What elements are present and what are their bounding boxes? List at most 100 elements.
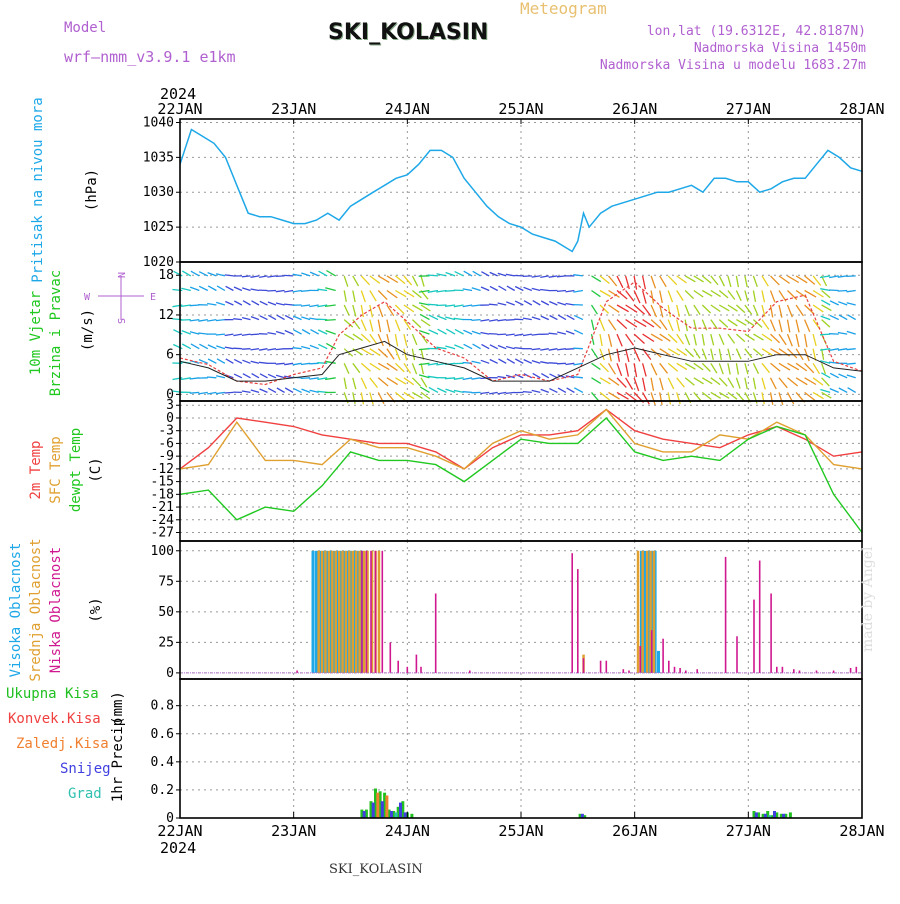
- cloud-bar-2: [375, 551, 377, 673]
- wind-barb: [557, 332, 566, 334]
- y-tick-label: 0.2: [151, 783, 174, 798]
- wind-barb: [251, 334, 260, 335]
- wind-barb: [609, 320, 616, 331]
- wind-barb: [566, 363, 575, 364]
- wind-barb: [268, 315, 276, 319]
- precip-bar-1: [390, 811, 393, 818]
- wind-barb: [361, 320, 366, 331]
- wind-barb: [796, 334, 799, 347]
- cloud-bar-2: [696, 669, 698, 673]
- wind-barb: [626, 378, 633, 390]
- wind-barb: [694, 334, 697, 345]
- wind-barb: [499, 359, 507, 363]
- wind-barb: [523, 276, 532, 277]
- precip-ylabel: 1hr Precip: [110, 718, 126, 802]
- wind-barb: [719, 305, 729, 311]
- wind-barb: [694, 378, 704, 384]
- wind-barb: [574, 388, 583, 393]
- wind-barb: [507, 359, 515, 364]
- wind-barb: [779, 320, 782, 333]
- wind-barb: [420, 314, 429, 319]
- wind-barb: [592, 392, 599, 400]
- wind-barb: [514, 348, 523, 349]
- wind-barb: [243, 301, 251, 305]
- cloud-bar-2: [420, 667, 422, 673]
- wind-barb: [540, 349, 549, 350]
- wind-barb: [567, 315, 575, 319]
- cloud-bar-1: [355, 551, 358, 673]
- temp-ylabel-sfc: SFC Temp: [48, 436, 64, 503]
- wind-barb: [284, 275, 293, 276]
- wind-barb: [216, 320, 225, 321]
- cloud-bar-2: [736, 636, 738, 673]
- wind-barb: [317, 289, 327, 290]
- wind-barb: [198, 392, 207, 394]
- cloud-bar-1: [338, 551, 341, 673]
- wind-barb: [626, 291, 634, 302]
- wind-barb: [788, 349, 797, 358]
- wind-barb: [728, 349, 731, 360]
- wind-barb: [378, 392, 384, 403]
- wind-barb: [412, 392, 422, 398]
- wind-barb: [344, 305, 349, 315]
- wind-barb: [523, 318, 532, 320]
- wind-barb: [490, 360, 498, 364]
- temp-ylabel-dewpt: dewpt Temp: [68, 428, 84, 512]
- wind-barb: [573, 348, 583, 349]
- wind-barb: [429, 387, 438, 392]
- wind-barb: [736, 305, 745, 313]
- wind-barb: [592, 349, 598, 358]
- wind-barb: [489, 392, 498, 394]
- wind-barb: [285, 331, 293, 335]
- wind-barb: [753, 291, 755, 302]
- wind-barb: [420, 387, 429, 392]
- wind-barb: [293, 316, 301, 320]
- wind-barb: [779, 291, 786, 302]
- wind-barb: [276, 349, 285, 350]
- wind-ylabel-line2: Brzina i Pravac: [48, 270, 64, 396]
- y-tick-label: 1030: [143, 185, 174, 200]
- wind-barb: [173, 378, 183, 380]
- wind-barb: [660, 378, 663, 390]
- wind-barb: [711, 334, 714, 345]
- wind-barb-field: [172, 271, 855, 405]
- wind-barb: [651, 276, 655, 288]
- cloud-bar-2: [583, 658, 585, 673]
- wind-barb: [437, 316, 447, 320]
- wind-barb: [668, 320, 673, 331]
- wind-barb: [566, 331, 574, 334]
- wind-barb: [617, 276, 623, 288]
- wind-barb: [566, 291, 575, 292]
- wind-barb: [829, 290, 839, 291]
- wind-barb: [651, 305, 656, 317]
- wind-barb: [847, 331, 856, 334]
- wind-barb: [361, 378, 366, 389]
- wind-barb: [421, 378, 427, 388]
- compass-e: E: [150, 292, 156, 303]
- wind-barb: [829, 276, 839, 278]
- wind-barb: [207, 377, 216, 378]
- wind-barb: [745, 305, 752, 314]
- wind-barb: [208, 359, 216, 363]
- wind-barb: [412, 320, 420, 328]
- bottom-date-label: 22JAN: [157, 822, 202, 840]
- cloud-bar-1: [348, 551, 351, 673]
- wind-barb: [445, 317, 455, 320]
- wind-barb: [395, 305, 404, 314]
- y-tick-label: 50: [158, 605, 174, 620]
- wind-barb: [285, 315, 293, 319]
- wind-barb: [234, 374, 242, 378]
- wind-barb: [251, 361, 259, 363]
- cloud-ylabel-mid: Srednja Oblacnost: [28, 538, 44, 681]
- model-altitude-info: Nadmorska Visina u modelu 1683.27m: [600, 58, 866, 73]
- wind-barb: [276, 363, 285, 364]
- wind-barb: [515, 301, 523, 305]
- wind-barb: [821, 300, 830, 305]
- wind-barb: [445, 378, 455, 379]
- wind-barb: [378, 349, 387, 358]
- wind-barb: [532, 276, 541, 277]
- wind-barb: [207, 392, 216, 394]
- wind-barb: [668, 276, 677, 285]
- wind-barb: [702, 349, 706, 360]
- wind-barb: [387, 349, 394, 360]
